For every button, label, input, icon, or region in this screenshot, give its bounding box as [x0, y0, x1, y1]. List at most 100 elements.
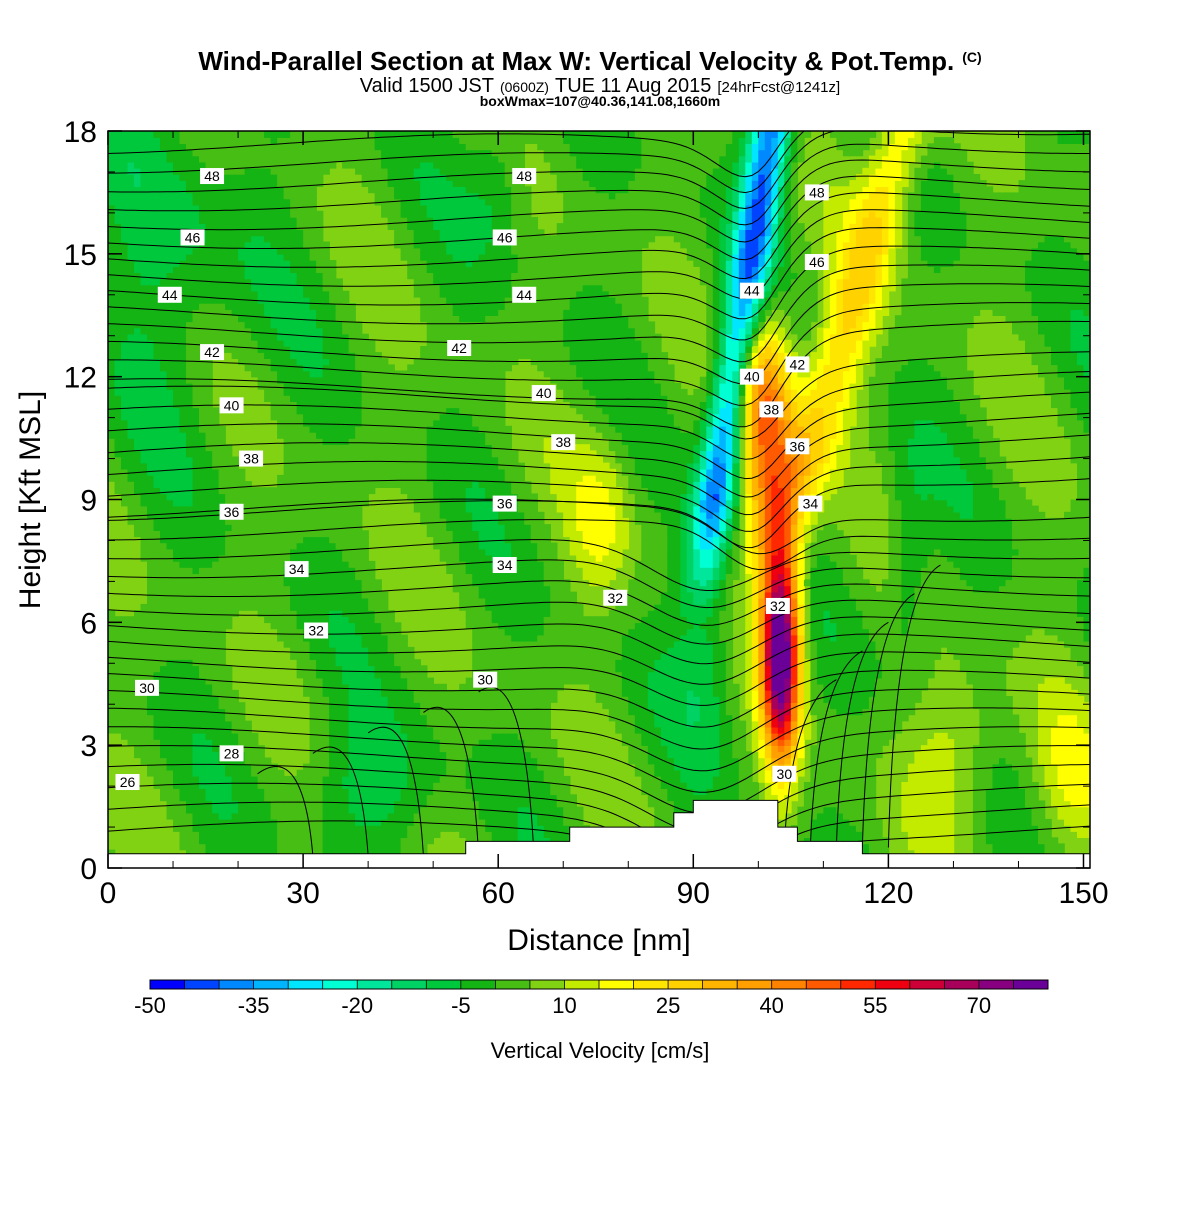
field-cell [108, 616, 116, 624]
field-cell [693, 659, 701, 667]
field-cell [186, 788, 194, 796]
field-cell [797, 739, 805, 746]
field-cell [966, 665, 974, 673]
field-cell [387, 818, 395, 826]
field-cell [842, 714, 851, 722]
field-cell [680, 616, 688, 624]
field-cell [153, 708, 161, 716]
field-cell [153, 640, 161, 648]
field-cell [849, 616, 857, 624]
field-cell [394, 800, 402, 808]
field-cell [1044, 837, 1052, 845]
field-cell [660, 671, 669, 679]
field-cell [329, 677, 337, 685]
field-cell [875, 751, 883, 759]
field-cell [186, 689, 194, 697]
field-cell [972, 683, 981, 691]
field-cell [186, 837, 194, 845]
field-cell [420, 775, 428, 783]
field-cell [147, 702, 155, 710]
field-cell [387, 671, 395, 679]
field-cell [478, 825, 486, 832]
field-cell [758, 689, 766, 697]
field-cell [673, 800, 682, 808]
field-cell [511, 775, 519, 783]
field-cell [322, 806, 330, 814]
field-cell [199, 622, 207, 630]
field-cell [999, 659, 1007, 667]
field-cell [862, 825, 870, 832]
field-cell [439, 732, 447, 740]
field-cell [511, 708, 519, 716]
field-cell [1070, 634, 1078, 642]
field-cell [686, 628, 695, 636]
field-cell [387, 628, 395, 636]
field-cell [179, 812, 187, 820]
field-cell [530, 739, 538, 746]
field-cell [290, 843, 298, 851]
field-cell [1064, 640, 1072, 648]
field-cell [426, 702, 434, 710]
field-cell [452, 689, 460, 697]
field-cell [914, 628, 922, 636]
field-cell [790, 788, 799, 796]
field-cell [920, 665, 929, 673]
field-cell [1083, 757, 1090, 765]
field-cell [907, 634, 916, 642]
field-cell [595, 683, 603, 691]
field-cell [686, 794, 695, 802]
field-cell [920, 818, 929, 826]
field-cell [706, 653, 714, 660]
field-cell [439, 812, 447, 820]
field-cell [192, 671, 200, 679]
field-cell [231, 843, 239, 851]
field-cell [940, 812, 948, 820]
field-cell [550, 769, 558, 777]
field-cell [452, 739, 460, 746]
field-cell [186, 812, 194, 820]
field-cell [186, 677, 194, 685]
field-cell [459, 720, 467, 728]
field-cell [524, 610, 532, 617]
field-cell [446, 775, 454, 783]
field-cell [335, 689, 343, 697]
field-cell [888, 665, 896, 673]
field-cell [173, 708, 181, 716]
field-cell [725, 769, 734, 777]
field-cell [192, 837, 200, 845]
field-cell [732, 775, 740, 783]
field-cell [387, 708, 395, 716]
field-cell [920, 745, 929, 753]
field-cell [712, 646, 721, 654]
field-cell [810, 702, 818, 710]
field-cell [758, 628, 766, 636]
field-cell [1044, 818, 1052, 826]
field-cell [394, 708, 402, 716]
field-cell [764, 763, 773, 771]
field-cell [1051, 837, 1059, 845]
field-cell [192, 628, 200, 636]
field-cell [641, 708, 649, 716]
field-cell [680, 782, 688, 789]
field-cell [355, 751, 363, 759]
field-cell [374, 788, 382, 796]
field-cell [660, 640, 669, 648]
field-cell [1057, 763, 1065, 771]
field-cell [186, 634, 194, 642]
field-cell [751, 671, 760, 679]
field-cell [1064, 720, 1072, 728]
field-cell [999, 794, 1007, 802]
field-cell [147, 646, 155, 654]
field-cell [842, 646, 851, 654]
field-cell [322, 646, 330, 654]
field-cell [1057, 745, 1065, 753]
field-cell [706, 794, 714, 802]
field-cell [790, 622, 799, 630]
field-cell [134, 714, 142, 722]
field-cell [153, 745, 161, 753]
field-cell [933, 769, 942, 777]
field-cell [660, 665, 669, 673]
field-cell [511, 831, 519, 838]
field-cell [777, 720, 786, 728]
field-cell [1044, 708, 1052, 716]
